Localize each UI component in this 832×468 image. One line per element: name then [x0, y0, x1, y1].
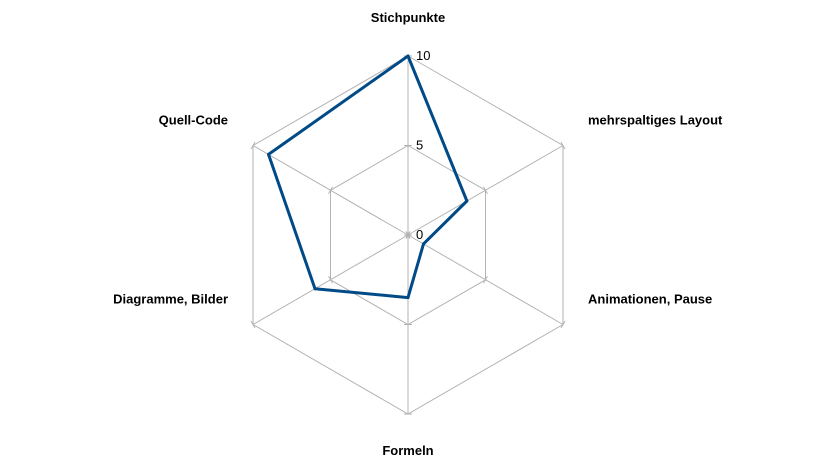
- axis-tick-mark: [483, 276, 488, 284]
- series-point-formeln: [406, 296, 410, 300]
- series-point-diagramme-bilder: [313, 287, 317, 291]
- radar-axes: [250, 55, 566, 415]
- series-point-stichpunkte: [406, 54, 410, 58]
- series-point-animationen-pause: [422, 242, 425, 246]
- axis-tick-mark: [560, 320, 566, 329]
- axis-tick-mark: [328, 276, 333, 284]
- series-point-mehrspaltiges-layout: [465, 199, 469, 203]
- series-line-0: [267, 54, 469, 300]
- axis-label-formeln: Formeln: [382, 443, 433, 458]
- tick-label-0: 0: [416, 227, 423, 242]
- tick-label-5: 5: [416, 138, 423, 153]
- axis-label-diagramme-bilder: Diagramme, Bilder: [113, 292, 228, 307]
- radar-axis-labels: Stichpunkte mehrspaltiges Layout Animati…: [113, 10, 723, 458]
- axis-tick-mark: [560, 141, 566, 150]
- axis-tick-mark: [250, 320, 256, 329]
- radar-tick-labels: 0 5 10: [416, 48, 430, 242]
- axis-tick-mark: [405, 231, 411, 239]
- axis-label-animationen-pause: Animationen, Pause: [588, 292, 712, 307]
- axis-tick-mark: [483, 186, 488, 194]
- axis-label-mehrspaltiges-layout: mehrspaltiges Layout: [588, 113, 723, 128]
- series-point-quell-code: [267, 152, 270, 156]
- tick-label-10: 10: [416, 48, 430, 63]
- axis-tick-mark: [250, 141, 256, 150]
- radar-series: [267, 54, 469, 300]
- axis-label-quell-code: Quell-Code: [159, 113, 228, 128]
- axis-tick-mark: [328, 186, 333, 194]
- axis-label-stichpunkte: Stichpunkte: [371, 10, 445, 25]
